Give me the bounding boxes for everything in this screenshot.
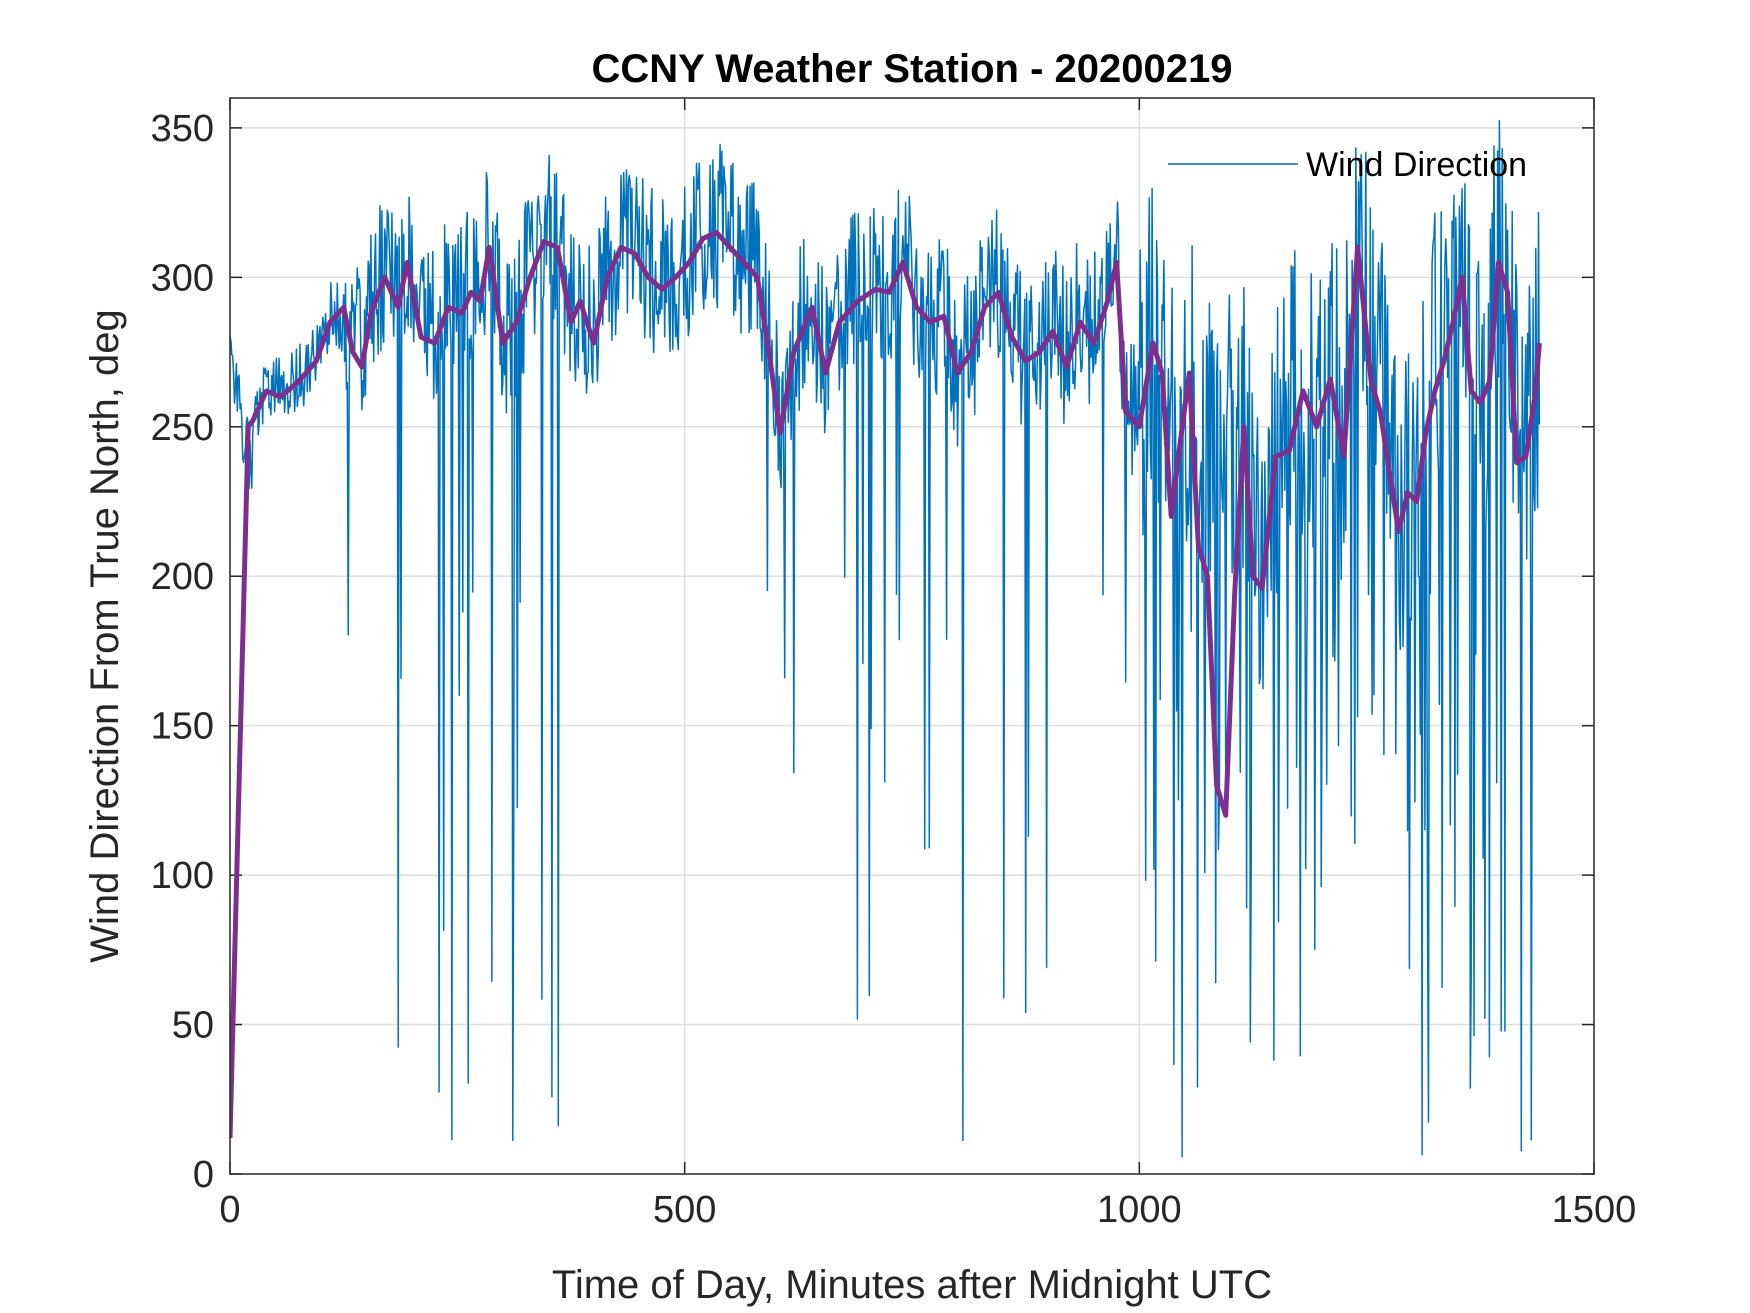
y-tick-label: 250 [151,407,214,449]
y-tick-label: 0 [193,1154,214,1196]
x-tick-label: 0 [219,1189,240,1231]
legend-label-wind-direction: Wind Direction [1306,146,1527,184]
y-tick-label: 50 [172,1005,214,1047]
legend: Wind Direction [1168,146,1527,184]
axes-box [229,97,1595,1175]
x-tick-label: 1500 [1552,1189,1637,1231]
y-axis-label: Wind Direction From True North, deg [83,309,127,963]
y-tick-label: 300 [151,257,214,299]
y-tick-label: 100 [151,855,214,897]
y-tick-label: 150 [151,706,214,748]
y-tick-label: 200 [151,556,214,598]
x-axis-label: Time of Day, Minutes after Midnight UTC [552,1263,1272,1307]
chart-title: CCNY Weather Station - 20200219 [592,47,1233,91]
series-line-wind-direction [230,119,1541,1158]
x-tick-label: 500 [653,1189,716,1231]
tick-labels: 0 500 1000 1500 0 50 100 150 200 250 300 350 [151,108,1637,1231]
y-tick-label: 350 [151,108,214,150]
series-line-smoothed [230,230,1542,1139]
x-tick-label: 1000 [1097,1189,1182,1231]
